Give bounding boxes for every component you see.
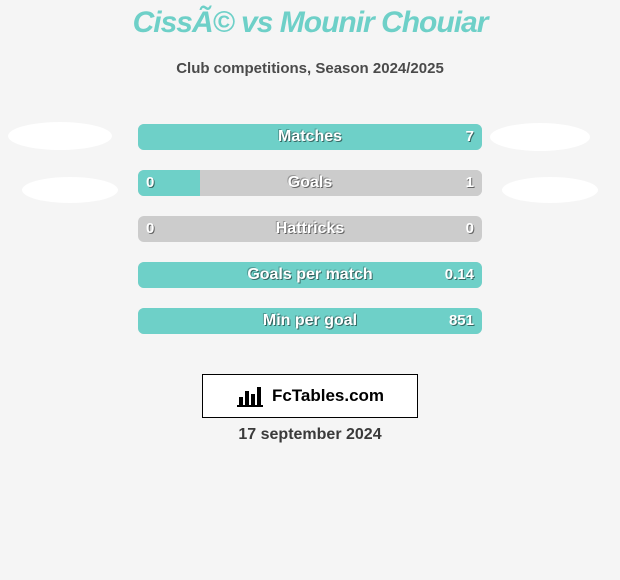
row-value-left: 0 bbox=[146, 216, 154, 242]
row-value-right: 0.14 bbox=[445, 262, 474, 288]
date-text: 17 september 2024 bbox=[0, 426, 620, 444]
source-badge: FcTables.com bbox=[202, 374, 418, 418]
row-value-left: 0 bbox=[146, 170, 154, 196]
row-value-right: 1 bbox=[466, 170, 474, 196]
row-label: Goals bbox=[138, 170, 482, 196]
row-value-right: 851 bbox=[449, 308, 474, 334]
bar-wrap: Min per goal851 bbox=[138, 308, 482, 334]
row-label: Hattricks bbox=[138, 216, 482, 242]
comparison-row: Goals per match0.14 bbox=[0, 262, 620, 288]
comparison-row: Min per goal851 bbox=[0, 308, 620, 334]
bar-wrap: Matches7 bbox=[138, 124, 482, 150]
bar-chart-icon bbox=[236, 385, 264, 407]
bar-wrap: Goals per match0.14 bbox=[138, 262, 482, 288]
comparison-row: Matches7 bbox=[0, 124, 620, 150]
bar-wrap: Goals0 1 bbox=[138, 170, 482, 196]
row-value-right: 0 bbox=[466, 216, 474, 242]
row-value-right: 7 bbox=[466, 124, 474, 150]
comparison-row: Goals0 1 bbox=[0, 170, 620, 196]
row-label: Goals per match bbox=[138, 262, 482, 288]
page-subtitle: Club competitions, Season 2024/2025 bbox=[0, 60, 620, 77]
page-title: CissÃ© vs Mounir Chouiar bbox=[0, 0, 620, 40]
bar-wrap: Hattricks0 0 bbox=[138, 216, 482, 242]
comparison-row: Hattricks0 0 bbox=[0, 216, 620, 242]
row-label: Min per goal bbox=[138, 308, 482, 334]
source-badge-text: FcTables.com bbox=[272, 386, 384, 406]
row-label: Matches bbox=[138, 124, 482, 150]
